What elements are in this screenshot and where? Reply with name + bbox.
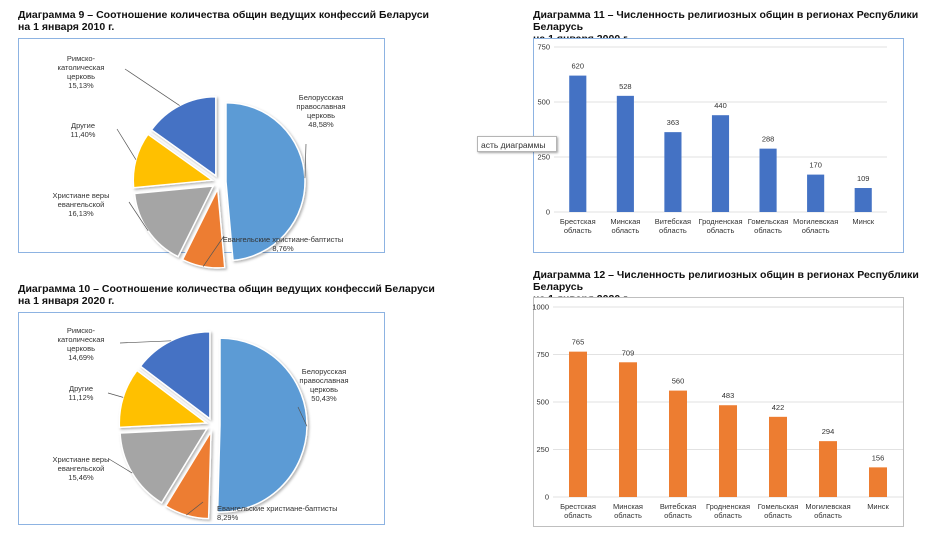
slice-label: Христиане веры евангельской 16,13% — [53, 191, 110, 218]
x-category-label: Брестская область — [560, 502, 596, 520]
x-category-label: Минск — [852, 217, 874, 226]
bar[interactable] — [719, 405, 737, 497]
chart10-title-line2: на 1 января 2020 г. — [18, 295, 115, 307]
bar[interactable] — [569, 351, 587, 497]
bar[interactable] — [569, 75, 587, 212]
chart12-frame[interactable]: 0 250 500 750 1000 765 Брестская область 709 Минс… — [532, 297, 904, 527]
bar-value-label: 440 — [714, 101, 727, 110]
bar[interactable] — [819, 441, 837, 497]
slice-catholic[interactable] — [150, 96, 217, 178]
slice-orthodox[interactable] — [225, 101, 306, 262]
chart11-bars: 0 250 500 750 620 Брестская область 528 Минская о… — [537, 43, 887, 235]
leader-line — [304, 143, 307, 179]
y-tick-label: 750 — [536, 350, 549, 359]
chart9-title-line2: на 1 января 2010 г. — [18, 21, 115, 33]
bar[interactable] — [619, 362, 637, 497]
leader-line — [108, 458, 133, 474]
bar-value-label: 560 — [672, 377, 685, 386]
bar[interactable] — [664, 132, 682, 212]
x-category-label: Минск — [867, 502, 889, 511]
leader-line — [202, 235, 225, 267]
leader-line — [128, 201, 149, 231]
slice-label: Римско-католическая церковь 14,69% — [58, 326, 105, 362]
leader-line — [186, 501, 204, 516]
leader-line — [116, 128, 137, 160]
slice-label: Другие 11,40% — [71, 121, 96, 139]
bar-value-label: 156 — [872, 453, 885, 462]
bar-value-label: 288 — [762, 135, 775, 144]
x-category-label: Могилевская область — [805, 502, 850, 520]
chart10-title: Диаграмма 10 – Соотношение количества об… — [18, 283, 435, 307]
y-tick-label: 0 — [546, 208, 550, 217]
chart9-frame[interactable]: Белорусская православная церковь 48,58% Еван… — [18, 38, 385, 269]
slice-label: Белорусская православная церковь 48,58% — [296, 93, 345, 129]
bar-value-label: 363 — [667, 118, 680, 127]
slice-label: Христиане веры евангельской 15,46% — [53, 455, 110, 482]
y-tick-label: 500 — [536, 398, 549, 407]
leader-line — [124, 68, 180, 106]
y-tick-label: 0 — [545, 493, 549, 502]
slice-label: Евангельские христиане-баптисты 8,76% — [223, 235, 344, 253]
bar[interactable] — [759, 148, 777, 212]
chart10-frame[interactable]: Белорусская православная церковь 50,43% Еван… — [18, 312, 385, 525]
slice-label: Римско-католическая церковь 15,13% — [58, 54, 105, 90]
chart12-title-line1: Диаграмма 12 – Численность религиозных о… — [533, 269, 919, 293]
chart9-title-line1: Диаграмма 9 – Соотношение количества общ… — [18, 9, 430, 21]
leader-line — [297, 406, 308, 427]
chart11-frame[interactable]: 0 250 500 750 620 Брестская область 528 Минская о… — [533, 38, 904, 253]
bar[interactable] — [869, 467, 887, 497]
x-category-label: Гродненская область — [698, 217, 742, 235]
chart-area-tooltip: асть диаграммы — [477, 136, 557, 152]
slice-baptist[interactable] — [164, 428, 212, 520]
slice-other[interactable] — [118, 369, 209, 429]
x-category-label: Гомельская область — [748, 217, 789, 235]
x-category-label: Витебская область — [655, 217, 691, 235]
bar[interactable] — [807, 174, 825, 212]
bar[interactable] — [769, 416, 787, 497]
chart9-pie: Белорусская православная церковь 48,58% Еван… — [53, 54, 346, 269]
slice-label: Евангельские христиане-баптисты 8,29% — [217, 504, 338, 522]
slice-label: Другие 11,12% — [69, 384, 94, 402]
bar-value-label: 528 — [619, 82, 632, 91]
leader-line — [119, 340, 172, 344]
x-category-label: Гомельская область — [758, 502, 799, 520]
bar[interactable] — [669, 390, 687, 497]
x-category-label: Гродненская область — [706, 502, 750, 520]
bar[interactable] — [616, 95, 634, 212]
chart10-pie: Белорусская православная церковь 50,43% Еван… — [53, 326, 349, 522]
bar[interactable] — [711, 115, 730, 212]
bar-value-label: 709 — [622, 348, 635, 357]
x-category-label: Минская область — [613, 502, 643, 520]
bar-value-label: 294 — [822, 427, 835, 436]
slice-orthodox[interactable] — [216, 337, 308, 513]
chart11-title-line1: Диаграмма 11 – Численность религиозных о… — [533, 9, 919, 33]
bar-value-label: 422 — [772, 403, 785, 412]
bar-value-label: 620 — [572, 62, 585, 71]
bar-value-label: 170 — [809, 161, 822, 170]
y-tick-label: 250 — [536, 445, 549, 454]
leader-line — [107, 392, 124, 398]
slice-evangelical[interactable] — [119, 427, 209, 504]
y-tick-label: 500 — [537, 98, 550, 107]
chart10-title-line1: Диаграмма 10 – Соотношение количества об… — [18, 283, 435, 295]
bar-value-label: 483 — [722, 391, 735, 400]
y-tick-label: 750 — [537, 43, 550, 52]
bar-value-label: 109 — [857, 174, 870, 183]
chart9-title: Диаграмма 9 – Соотношение количества общ… — [18, 9, 429, 33]
x-category-label: Витебская область — [660, 502, 696, 520]
y-tick-label: 1000 — [532, 303, 549, 312]
x-category-label: Минская область — [610, 217, 640, 235]
x-category-label: Брестская область — [560, 217, 596, 235]
slice-catholic[interactable] — [139, 330, 211, 421]
x-category-label: Могилевская область — [793, 217, 838, 235]
y-tick-label: 250 — [537, 153, 550, 162]
bar[interactable] — [854, 188, 872, 212]
slice-other[interactable] — [132, 133, 215, 189]
bar-value-label: 765 — [572, 338, 585, 347]
chart12-bars: 0 250 500 750 1000 765 Брестская область 709 Минс… — [532, 303, 903, 520]
slice-label: Белорусская православная церковь 50,43% — [299, 367, 348, 403]
